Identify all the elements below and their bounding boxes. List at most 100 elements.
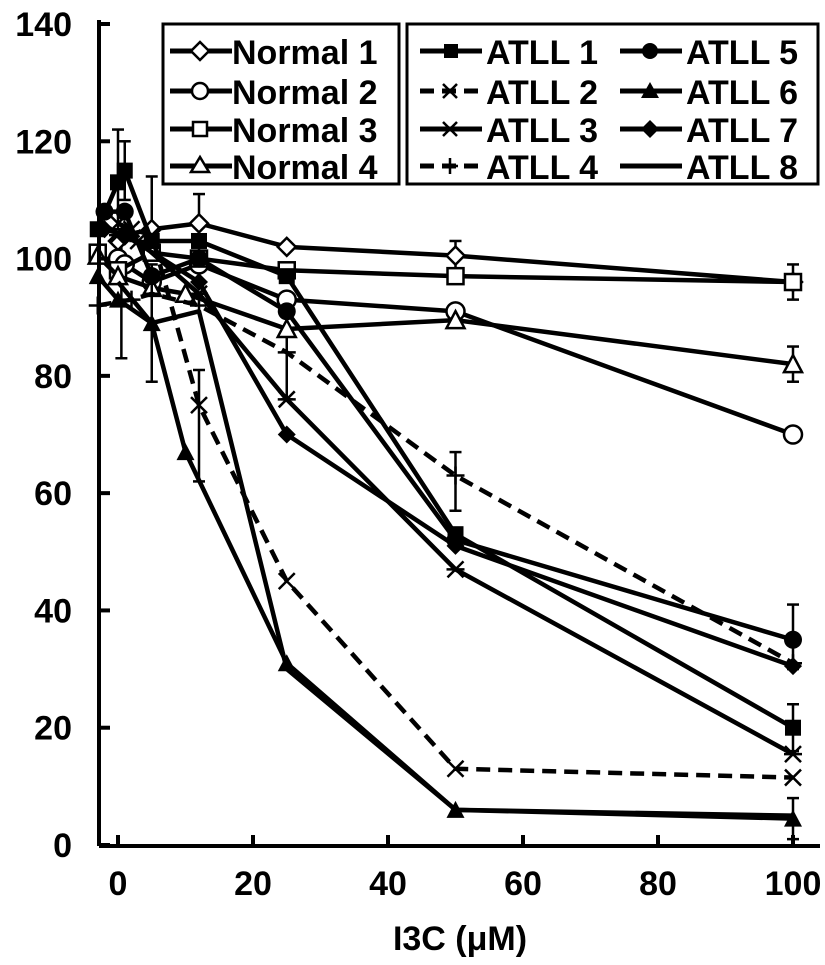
- series-line: [116, 280, 794, 818]
- legend-item-normal-4: Normal 4: [170, 149, 378, 187]
- marker-square-open: [783, 272, 803, 292]
- marker-circle-filled: [277, 302, 296, 321]
- marker-diamond-filled: [277, 425, 296, 444]
- marker-square-filled: [278, 268, 295, 285]
- marker-triangle-open: [444, 308, 467, 330]
- series-line: [103, 227, 794, 669]
- marker-diamond-open: [275, 236, 298, 258]
- marker-triangle-filled: [784, 809, 802, 827]
- legend-label: ATLL 8: [686, 149, 798, 187]
- legend-label: Normal 1: [232, 34, 378, 72]
- legend-item-atll-3: ATLL 3: [420, 112, 598, 150]
- legend-item-atll-7: ATLL 7: [620, 112, 798, 150]
- legend-label: ATLL 6: [686, 74, 798, 112]
- series-atll-1: [89, 162, 801, 736]
- x-tick-label: 80: [639, 865, 677, 903]
- x-tick-label: 20: [234, 865, 272, 903]
- legend-label: ATLL 7: [686, 112, 798, 150]
- marker-square-filled: [116, 162, 133, 179]
- legend-item-atll-4: ATLL 4: [420, 149, 598, 187]
- marker-diamond-filled: [115, 226, 134, 245]
- marker-triangle-filled: [109, 290, 127, 308]
- legend-marker-square-open: [191, 120, 209, 138]
- legend-marker-triangle-filled: [641, 82, 659, 98]
- marker-diamond-open: [188, 212, 210, 235]
- legend-marker-x: [442, 83, 458, 99]
- marker-triangle-open: [781, 352, 805, 374]
- marker-diamond-filled: [446, 536, 465, 555]
- y-tick-label: 60: [34, 475, 72, 513]
- series-atll-7: [95, 220, 802, 676]
- legend-label: ATLL 3: [486, 112, 598, 150]
- series-atll-8: [116, 280, 794, 818]
- series-line: [96, 274, 794, 821]
- x-axis-label: I3C (μM): [393, 920, 527, 958]
- legend-item-normal-1: Normal 1: [170, 34, 378, 72]
- marker-plus: [277, 343, 296, 362]
- legend-label: ATLL 2: [486, 74, 598, 112]
- legend-marker-square-filled: [444, 44, 458, 58]
- x-tick-label: 40: [369, 865, 407, 903]
- legend-item-atll-5: ATLL 5: [620, 34, 798, 72]
- y-tick-label: 120: [15, 123, 72, 161]
- legend-label: ATLL 1: [486, 34, 598, 72]
- marker-plus: [446, 466, 465, 485]
- marker-diamond-filled: [190, 273, 208, 292]
- marker-triangle-open: [275, 317, 298, 339]
- x-tick-label: 100: [765, 865, 822, 903]
- series-layer: [86, 128, 805, 841]
- series-normal-4: [86, 243, 805, 374]
- marker-x: [190, 396, 208, 415]
- legend-marker-diamond-filled: [641, 120, 659, 138]
- y-tick-label: 80: [34, 358, 72, 396]
- marker-asterisk: [277, 390, 296, 409]
- marker-x: [446, 759, 465, 778]
- legend-item-atll-1: ATLL 1: [420, 34, 598, 72]
- marker-circle-filled: [142, 267, 161, 286]
- legend-marker-circle-filled: [642, 43, 658, 59]
- legend-item-atll-2: ATLL 2: [420, 74, 598, 112]
- marker-asterisk: [784, 745, 802, 763]
- legend-marker-asterisk: [442, 121, 458, 137]
- y-tick-label: 100: [15, 241, 72, 279]
- marker-circle-filled: [115, 202, 134, 221]
- legend-item-atll-8: ATLL 8: [620, 149, 798, 187]
- marker-circle-open: [782, 424, 804, 445]
- marker-plus: [142, 284, 161, 303]
- marker-triangle-filled: [176, 443, 195, 461]
- legend-marker-plus: [442, 158, 458, 174]
- legend-label: Normal 4: [232, 149, 378, 187]
- marker-asterisk: [446, 560, 465, 579]
- legend-label: Normal 3: [232, 112, 378, 150]
- marker-circle-filled: [190, 249, 208, 268]
- legend-marker-circle-open: [190, 81, 210, 101]
- marker-circle-filled: [784, 630, 802, 649]
- x-tick-label: 60: [504, 865, 542, 903]
- y-tick-label: 140: [15, 6, 72, 44]
- marker-x: [277, 572, 296, 590]
- legend-atll: ATLL 1 ATLL 2 ATLL 3 ATLL 4 ATLL 5 ATLL …: [420, 34, 798, 187]
- legend-marker-triangle-open: [188, 154, 212, 174]
- legend-normal: Normal 1 Normal 2 Normal 3 Normal 4: [170, 34, 378, 187]
- tick-layer: 0 20 40 60 80 100 120 140 0 20 40 60 80 100: [15, 6, 821, 903]
- legend-normal-box: [161, 22, 401, 186]
- marker-square-filled: [191, 232, 207, 249]
- x-tick-label: 0: [109, 865, 128, 903]
- y-tick-label: 40: [34, 592, 72, 630]
- legend-item-normal-3: Normal 3: [170, 112, 378, 150]
- axes-frame: [97, 20, 820, 848]
- legend-label: ATLL 5: [686, 34, 798, 72]
- marker-diamond-filled: [784, 657, 802, 676]
- legend-label: Normal 2: [232, 74, 378, 112]
- legend-item-atll-6: ATLL 6: [620, 74, 798, 112]
- legend-item-normal-2: Normal 2: [170, 74, 378, 112]
- legend-label: ATLL 4: [486, 149, 598, 187]
- marker-diamond-open: [444, 244, 467, 267]
- marker-x: [784, 768, 802, 787]
- legend-marker-diamond-open: [189, 40, 211, 62]
- marker-square-filled: [785, 719, 801, 736]
- marker-square-open: [446, 266, 465, 286]
- y-tick-label: 20: [34, 710, 72, 748]
- y-tick-label: 0: [53, 827, 72, 865]
